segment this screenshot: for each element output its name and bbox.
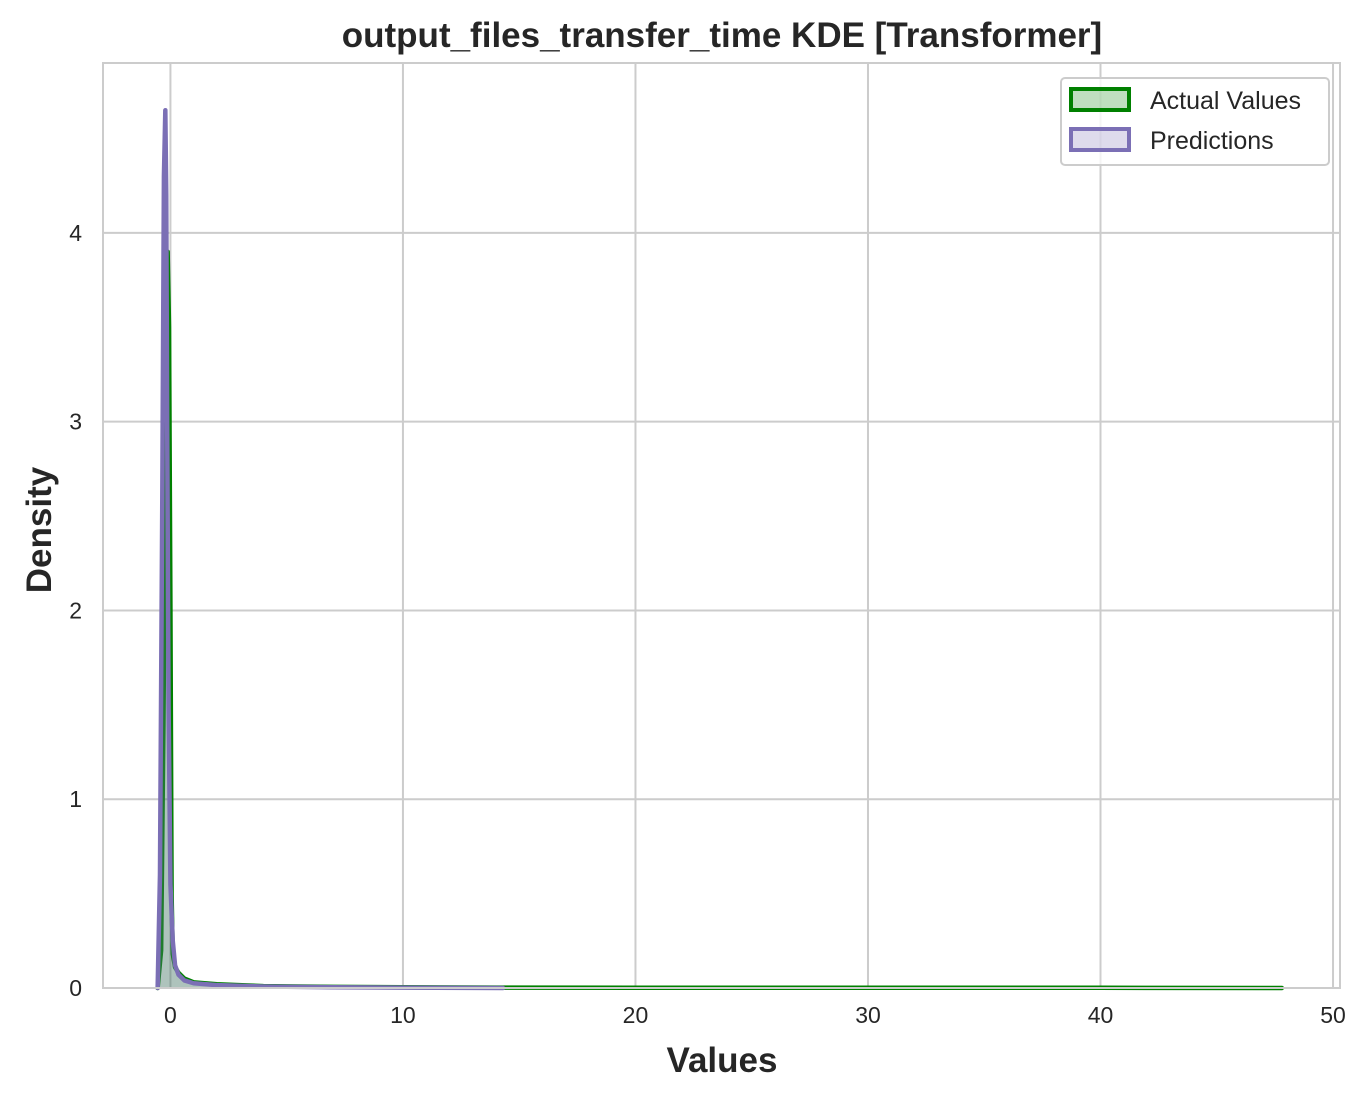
- x-tick-label-30: 30: [855, 1002, 881, 1028]
- y-tick-label-0: 0: [69, 975, 82, 1001]
- legend-label-predictions: Predictions: [1150, 127, 1274, 155]
- x-tick-label-10: 10: [390, 1002, 416, 1028]
- series-layer: [155, 107, 1285, 991]
- y-tick-label-3: 3: [69, 409, 82, 435]
- kde-line-predictions: [155, 107, 506, 991]
- legend-label-actual-values: Actual Values: [1150, 87, 1301, 115]
- x-axis-label: Values: [667, 1041, 778, 1080]
- x-tick-label-0: 0: [164, 1002, 177, 1028]
- kde-area-predictions: [157, 110, 503, 988]
- y-tick-label-4: 4: [69, 220, 82, 246]
- x-tick-label-50: 50: [1320, 1002, 1346, 1028]
- y-tick-label-2: 2: [69, 597, 82, 623]
- legend: Actual Values Predictions: [1060, 77, 1330, 166]
- kde-area-actual-values: [157, 251, 1282, 988]
- x-tick-label-20: 20: [623, 1002, 649, 1028]
- x-tick-label-40: 40: [1088, 1002, 1114, 1028]
- plot-frame: [102, 62, 1341, 989]
- kde-line-actual-values: [155, 249, 1285, 991]
- y-tick-label-1: 1: [69, 786, 82, 812]
- legend-swatch-predictions: [1069, 127, 1131, 152]
- chart-title: output_files_transfer_time KDE [Transfor…: [342, 16, 1102, 55]
- y-axis-label: Density: [20, 466, 59, 593]
- legend-swatch-actual-values: [1069, 87, 1131, 112]
- grid: [103, 63, 1340, 989]
- tick-labels: 0 10 20 30 40 50 0 1 2 3 4: [69, 220, 1346, 1028]
